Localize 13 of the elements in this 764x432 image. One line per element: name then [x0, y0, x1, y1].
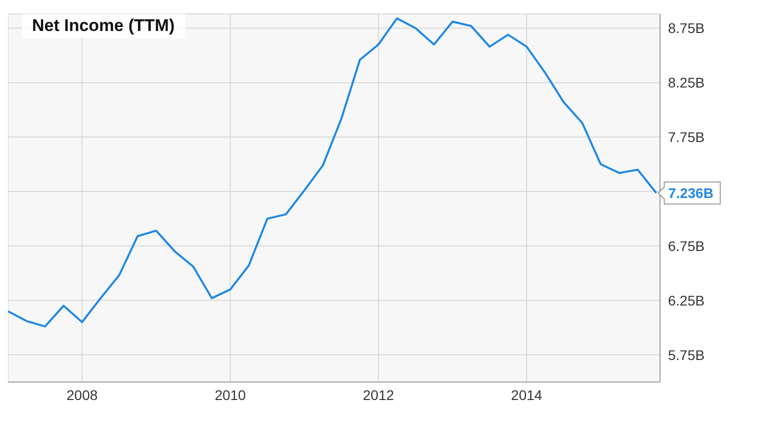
y-tick-label: 5.75B	[668, 346, 705, 363]
x-tick-label: 2010	[214, 386, 246, 403]
y-tick-label: 8.25B	[668, 74, 705, 91]
x-tick-label: 2012	[362, 386, 394, 403]
y-tick-label: 7.75B	[668, 129, 705, 145]
annotation: 7.236B	[668, 184, 714, 201]
line-series	[8, 17, 658, 328]
y-tick-label: 8.75B	[668, 20, 705, 36]
chart-title: Net Income (TTM)	[22, 14, 185, 38]
x-tick-label: 2008	[66, 386, 98, 403]
x-tick-label: 2014	[511, 386, 542, 403]
y-tick-label: 6.75B	[668, 238, 705, 254]
y-tick-label: 6.25B	[668, 292, 705, 308]
